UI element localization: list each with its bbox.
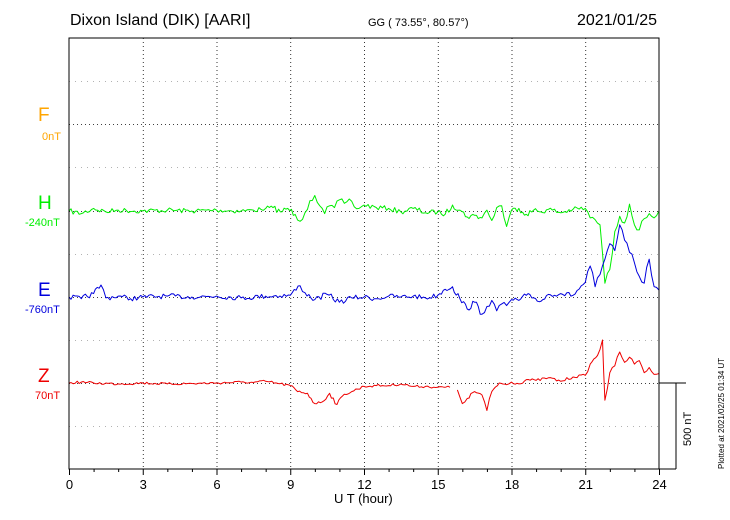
x-tick-label: 3 bbox=[140, 477, 147, 492]
component-z-baseline: 70nT bbox=[35, 390, 61, 402]
component-h-baseline: -240nT bbox=[25, 217, 60, 229]
x-tick-label: 12 bbox=[357, 477, 371, 492]
x-tick-label: 24 bbox=[652, 477, 666, 492]
component-z-letter: Z bbox=[38, 366, 50, 387]
plotted-at-label: Plotted at 2021/02/25 01:34 UT bbox=[717, 357, 726, 469]
component-e-baseline: -760nT bbox=[25, 304, 60, 316]
component-f-letter: F bbox=[38, 105, 50, 126]
series-layer bbox=[68, 195, 660, 411]
x-tick-label: 21 bbox=[579, 477, 593, 492]
x-tick-label: 6 bbox=[213, 477, 220, 492]
scale-bar bbox=[659, 382, 686, 470]
component-e-letter: E bbox=[38, 280, 51, 301]
x-tick-label: 9 bbox=[287, 477, 294, 492]
component-f-baseline: 0nT bbox=[42, 131, 61, 143]
component-h-letter: H bbox=[38, 193, 52, 214]
x-tick-label: 18 bbox=[505, 477, 519, 492]
series-line-h bbox=[68, 195, 660, 284]
series-line-e bbox=[68, 224, 660, 315]
x-tick-label: 15 bbox=[431, 477, 445, 492]
x-axis-title: U T (hour) bbox=[334, 491, 393, 506]
x-axis: 0 3 6 9 12 15 18 21 24 bbox=[66, 469, 667, 492]
scale-bar-label: 500 nT bbox=[682, 411, 694, 446]
coordinates-label: GG ( 73.55°, 80.57°) bbox=[368, 17, 469, 29]
date-label: 2021/01/25 bbox=[577, 12, 658, 29]
x-tick-label: 0 bbox=[66, 477, 73, 492]
station-title: Dixon Island (DIK) [AARI] bbox=[70, 12, 251, 29]
series-line-z bbox=[456, 339, 660, 411]
series-line-z bbox=[68, 379, 451, 405]
plot-frame bbox=[68, 37, 660, 470]
grid bbox=[69, 38, 659, 469]
